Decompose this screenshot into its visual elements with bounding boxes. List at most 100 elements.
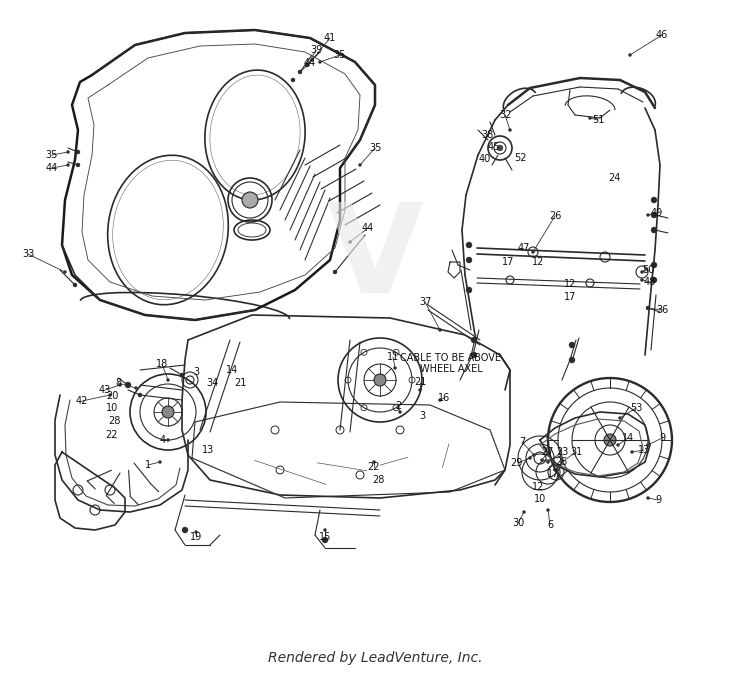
Text: 44: 44: [362, 223, 374, 233]
Circle shape: [333, 270, 337, 274]
Circle shape: [298, 70, 302, 74]
Circle shape: [523, 511, 526, 513]
Text: Rendered by LeadVenture, Inc.: Rendered by LeadVenture, Inc.: [268, 651, 482, 665]
Text: 49: 49: [651, 208, 663, 218]
Circle shape: [466, 242, 472, 248]
Circle shape: [439, 328, 442, 332]
Text: 4: 4: [160, 435, 166, 445]
Circle shape: [554, 469, 556, 471]
Text: 12: 12: [564, 279, 576, 289]
Circle shape: [319, 61, 322, 63]
Circle shape: [631, 450, 634, 454]
Text: 10: 10: [106, 403, 118, 413]
Circle shape: [560, 460, 563, 464]
Circle shape: [640, 279, 644, 282]
Circle shape: [374, 374, 386, 386]
Circle shape: [529, 456, 532, 460]
Circle shape: [532, 454, 536, 456]
Circle shape: [497, 145, 503, 151]
Text: 46: 46: [656, 30, 668, 40]
Circle shape: [358, 163, 362, 167]
Text: 38: 38: [481, 130, 494, 140]
Circle shape: [67, 150, 70, 154]
Text: 35: 35: [46, 150, 58, 160]
Circle shape: [651, 277, 657, 283]
Text: 32: 32: [499, 110, 512, 120]
Text: 30: 30: [512, 518, 524, 528]
Text: 47: 47: [518, 243, 530, 253]
Circle shape: [322, 537, 328, 543]
Text: 21: 21: [414, 377, 426, 387]
Text: 40: 40: [478, 154, 491, 164]
Text: 18: 18: [156, 359, 168, 369]
Text: 17: 17: [564, 292, 576, 302]
Circle shape: [166, 379, 170, 381]
Text: 35: 35: [334, 50, 346, 60]
Circle shape: [73, 283, 77, 287]
Circle shape: [509, 129, 512, 131]
Text: 12: 12: [532, 482, 544, 492]
Circle shape: [646, 443, 650, 447]
Text: 35: 35: [369, 143, 381, 153]
Circle shape: [604, 434, 616, 446]
Text: 51: 51: [592, 115, 604, 125]
Text: 15: 15: [319, 532, 332, 542]
Text: 17: 17: [547, 469, 560, 479]
Circle shape: [419, 388, 422, 392]
Circle shape: [646, 214, 650, 216]
Text: 14: 14: [226, 365, 238, 375]
Text: CABLE TO BE ABOVE: CABLE TO BE ABOVE: [400, 353, 502, 363]
Text: 43: 43: [99, 385, 111, 395]
Circle shape: [166, 439, 170, 441]
Circle shape: [194, 530, 197, 534]
Circle shape: [640, 271, 644, 273]
Text: 29: 29: [510, 458, 522, 468]
Text: 3: 3: [193, 367, 199, 377]
Text: 10: 10: [534, 494, 546, 504]
Circle shape: [109, 394, 112, 396]
Text: 39: 39: [310, 45, 322, 55]
Circle shape: [373, 460, 376, 464]
Text: 31: 31: [570, 447, 582, 457]
Circle shape: [653, 213, 657, 217]
Text: 9: 9: [659, 433, 665, 443]
Text: 11: 11: [387, 352, 399, 362]
Text: 42: 42: [76, 396, 88, 406]
Text: 27: 27: [542, 447, 554, 457]
Text: 33: 33: [22, 249, 34, 259]
Circle shape: [67, 163, 70, 167]
Text: 48: 48: [644, 277, 656, 287]
Circle shape: [619, 416, 622, 420]
Circle shape: [471, 352, 477, 358]
Text: 7: 7: [519, 437, 525, 447]
Text: 41: 41: [324, 33, 336, 43]
Text: 23: 23: [556, 447, 568, 457]
Circle shape: [439, 398, 442, 401]
Text: 20: 20: [106, 391, 118, 401]
Text: 17: 17: [502, 257, 515, 267]
Circle shape: [138, 393, 142, 397]
Text: 3: 3: [419, 411, 425, 421]
Text: 2: 2: [394, 401, 401, 411]
Text: 34: 34: [206, 378, 218, 388]
Circle shape: [547, 509, 550, 511]
Circle shape: [569, 342, 575, 348]
Text: 19: 19: [190, 532, 202, 542]
Circle shape: [64, 271, 67, 273]
Circle shape: [125, 382, 131, 388]
Text: WHEEL AXEL: WHEEL AXEL: [420, 364, 482, 374]
Text: 13: 13: [638, 445, 650, 455]
Circle shape: [76, 150, 80, 154]
Text: 36: 36: [656, 305, 668, 315]
Text: 50: 50: [642, 265, 654, 275]
Circle shape: [651, 262, 657, 268]
Text: 21: 21: [234, 378, 246, 388]
Circle shape: [541, 458, 544, 462]
Circle shape: [532, 250, 535, 254]
Circle shape: [651, 197, 657, 203]
Text: 1: 1: [145, 460, 151, 470]
Circle shape: [394, 367, 397, 369]
Circle shape: [589, 116, 592, 120]
Circle shape: [653, 228, 657, 232]
Circle shape: [466, 287, 472, 293]
